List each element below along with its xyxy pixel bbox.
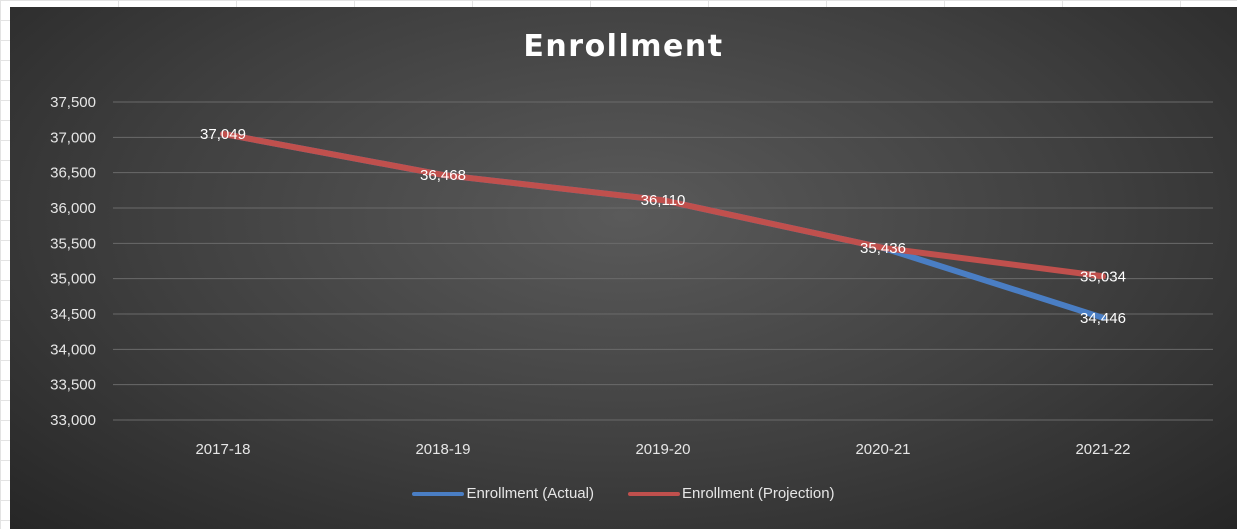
x-tick-label: 2018-19 bbox=[415, 441, 470, 458]
data-label: 36,468 bbox=[420, 167, 466, 184]
chart-legend: Enrollment (Actual) Enrollment (Projectio… bbox=[10, 485, 1237, 502]
x-tick-label: 2017-18 bbox=[195, 441, 250, 458]
data-label: 37,049 bbox=[200, 126, 246, 143]
data-label: 35,034 bbox=[1080, 268, 1126, 285]
chart-title: Enrollment bbox=[523, 29, 724, 64]
x-tick-label: 2020-21 bbox=[855, 441, 910, 458]
legend-swatch bbox=[412, 491, 465, 496]
y-tick-label: 37,000 bbox=[50, 129, 96, 146]
data-label: 34,446 bbox=[1080, 310, 1126, 327]
x-tick-label: 2019-20 bbox=[635, 441, 690, 458]
legend-item: Enrollment (Projection) bbox=[627, 485, 835, 502]
series-line-projection bbox=[220, 130, 1106, 280]
legend-label: Enrollment (Actual) bbox=[466, 485, 594, 502]
y-tick-label: 34,000 bbox=[50, 341, 96, 358]
y-tick-label: 35,000 bbox=[50, 271, 96, 288]
line-chart: 33,000 33,500 34,000 34,500 35,000 35,500 36,0… bbox=[50, 94, 1213, 458]
y-tick-label: 37,500 bbox=[50, 94, 96, 111]
legend-label: Enrollment (Projection) bbox=[681, 485, 835, 502]
chart-area[interactable]: Enrollment 33,000 33,500 34,000 34,500 35,00… bbox=[10, 7, 1237, 529]
y-tick-label: 34,500 bbox=[50, 306, 96, 323]
x-tick-label: 2021-22 bbox=[1075, 441, 1130, 458]
y-tick-label: 36,000 bbox=[50, 200, 96, 217]
data-label: 36,110 bbox=[641, 192, 686, 209]
legend-swatch bbox=[627, 491, 680, 496]
legend-item: Enrollment (Actual) bbox=[412, 485, 594, 502]
data-label: 35,436 bbox=[860, 240, 906, 257]
y-tick-label: 36,500 bbox=[50, 165, 96, 182]
y-tick-label: 35,500 bbox=[50, 235, 96, 252]
y-tick-label: 33,000 bbox=[50, 412, 96, 429]
y-tick-label: 33,500 bbox=[50, 377, 96, 394]
